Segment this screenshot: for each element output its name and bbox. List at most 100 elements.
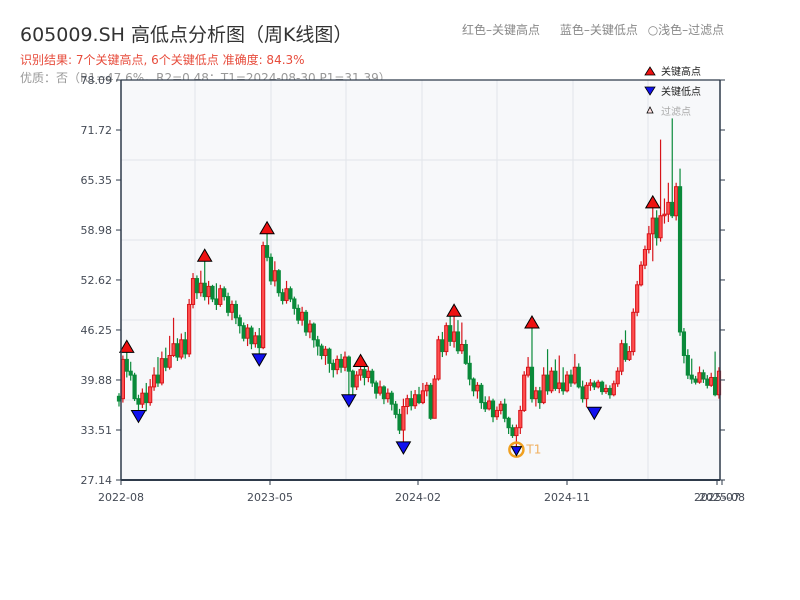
candle-body xyxy=(218,288,223,305)
candle-body xyxy=(693,378,698,383)
candle xyxy=(490,398,496,423)
candle-body xyxy=(479,384,484,404)
candle-body xyxy=(713,376,718,396)
candle xyxy=(638,261,644,287)
candle-body xyxy=(292,298,297,309)
candle xyxy=(405,394,410,415)
candle xyxy=(424,382,429,397)
candle-body xyxy=(354,374,359,388)
candle xyxy=(522,371,527,413)
candle xyxy=(506,416,511,434)
candle xyxy=(510,424,515,438)
candle xyxy=(580,380,585,403)
candle xyxy=(471,377,476,397)
candle-body xyxy=(615,370,620,385)
candle-body xyxy=(448,325,453,342)
candle xyxy=(253,331,258,348)
key-high-marker-icon xyxy=(524,315,540,329)
candle xyxy=(381,385,387,405)
candle-body xyxy=(350,370,355,388)
candle-body xyxy=(284,288,289,302)
candle-body xyxy=(557,382,562,389)
candle-body xyxy=(459,343,464,352)
x-tick-label: 2025-07 xyxy=(694,491,740,504)
candle-body xyxy=(545,374,550,392)
candle xyxy=(370,368,375,387)
candle xyxy=(420,382,425,405)
y-axis: 27.14 33.51 39.88 46.25 52.62 58.98 65.35 71.72… xyxy=(81,74,725,487)
candle-body xyxy=(358,369,363,376)
candle xyxy=(206,280,211,305)
candle xyxy=(416,386,422,405)
candle-body xyxy=(331,362,336,371)
candle xyxy=(163,347,168,372)
candle-body xyxy=(401,406,406,431)
candle-body xyxy=(518,409,523,429)
candle xyxy=(323,346,328,365)
candle xyxy=(483,396,488,413)
candle xyxy=(502,398,507,423)
candle xyxy=(214,283,219,310)
candle xyxy=(159,351,164,386)
candle xyxy=(237,314,242,334)
candle-body xyxy=(148,386,153,404)
x-tick-label: 2025-08 xyxy=(699,491,745,504)
candle xyxy=(413,390,418,409)
candle-body xyxy=(315,339,320,347)
candle-body xyxy=(377,386,383,394)
candle xyxy=(346,355,351,395)
candle xyxy=(713,351,718,397)
candle-body xyxy=(541,374,546,404)
candle xyxy=(300,306,305,326)
candle xyxy=(709,372,714,387)
candle xyxy=(288,286,293,303)
candle-body xyxy=(276,270,281,294)
y-tick-label: 39.88 xyxy=(81,374,113,387)
candle xyxy=(354,371,359,391)
candle xyxy=(148,379,153,406)
candle-body xyxy=(389,392,394,405)
candle xyxy=(222,286,227,301)
candle xyxy=(194,275,200,299)
x-tick-label: 2024-02 xyxy=(395,491,441,504)
candle-body xyxy=(338,358,344,368)
candle-body xyxy=(206,285,211,298)
candle xyxy=(229,300,235,321)
candle-body xyxy=(705,378,710,386)
candle-body xyxy=(455,331,461,352)
x-axis: 2022-08 2023-05 2024-02 2024-11 2025-072025-… xyxy=(98,480,745,504)
candle xyxy=(190,273,196,309)
candle xyxy=(167,335,172,370)
top-legend: 红色–关键高点 蓝色–关键低点 ○浅色–过滤点 xyxy=(462,21,724,38)
candle xyxy=(225,292,231,317)
candle-body xyxy=(580,386,585,400)
candle-body xyxy=(623,343,628,360)
x-tick-label: 2023-05 xyxy=(247,491,293,504)
candle xyxy=(572,353,577,385)
candle xyxy=(374,380,379,399)
candle-body xyxy=(451,331,457,342)
candle-body xyxy=(525,366,531,376)
candle-body xyxy=(245,327,250,339)
key-low-marker-icon xyxy=(510,446,523,457)
candle-body xyxy=(237,317,242,327)
top-legend-filtered: ○浅色–过滤点 xyxy=(647,23,725,37)
candle xyxy=(303,309,309,336)
candle-body xyxy=(194,278,200,294)
candle-body xyxy=(568,374,574,384)
candle xyxy=(241,322,246,342)
y-tick-label: 58.98 xyxy=(81,224,113,237)
candle xyxy=(187,298,192,358)
candle-body xyxy=(685,354,690,376)
candle-body xyxy=(670,201,675,217)
candle-body xyxy=(627,351,632,360)
key-low-marker-icon xyxy=(340,394,357,408)
candle xyxy=(463,339,468,365)
candle xyxy=(467,355,472,386)
candle xyxy=(280,288,285,305)
candle-body xyxy=(128,370,133,376)
candle xyxy=(498,401,503,415)
x-tick-label: 2024-11 xyxy=(544,491,590,504)
candle xyxy=(681,328,687,364)
